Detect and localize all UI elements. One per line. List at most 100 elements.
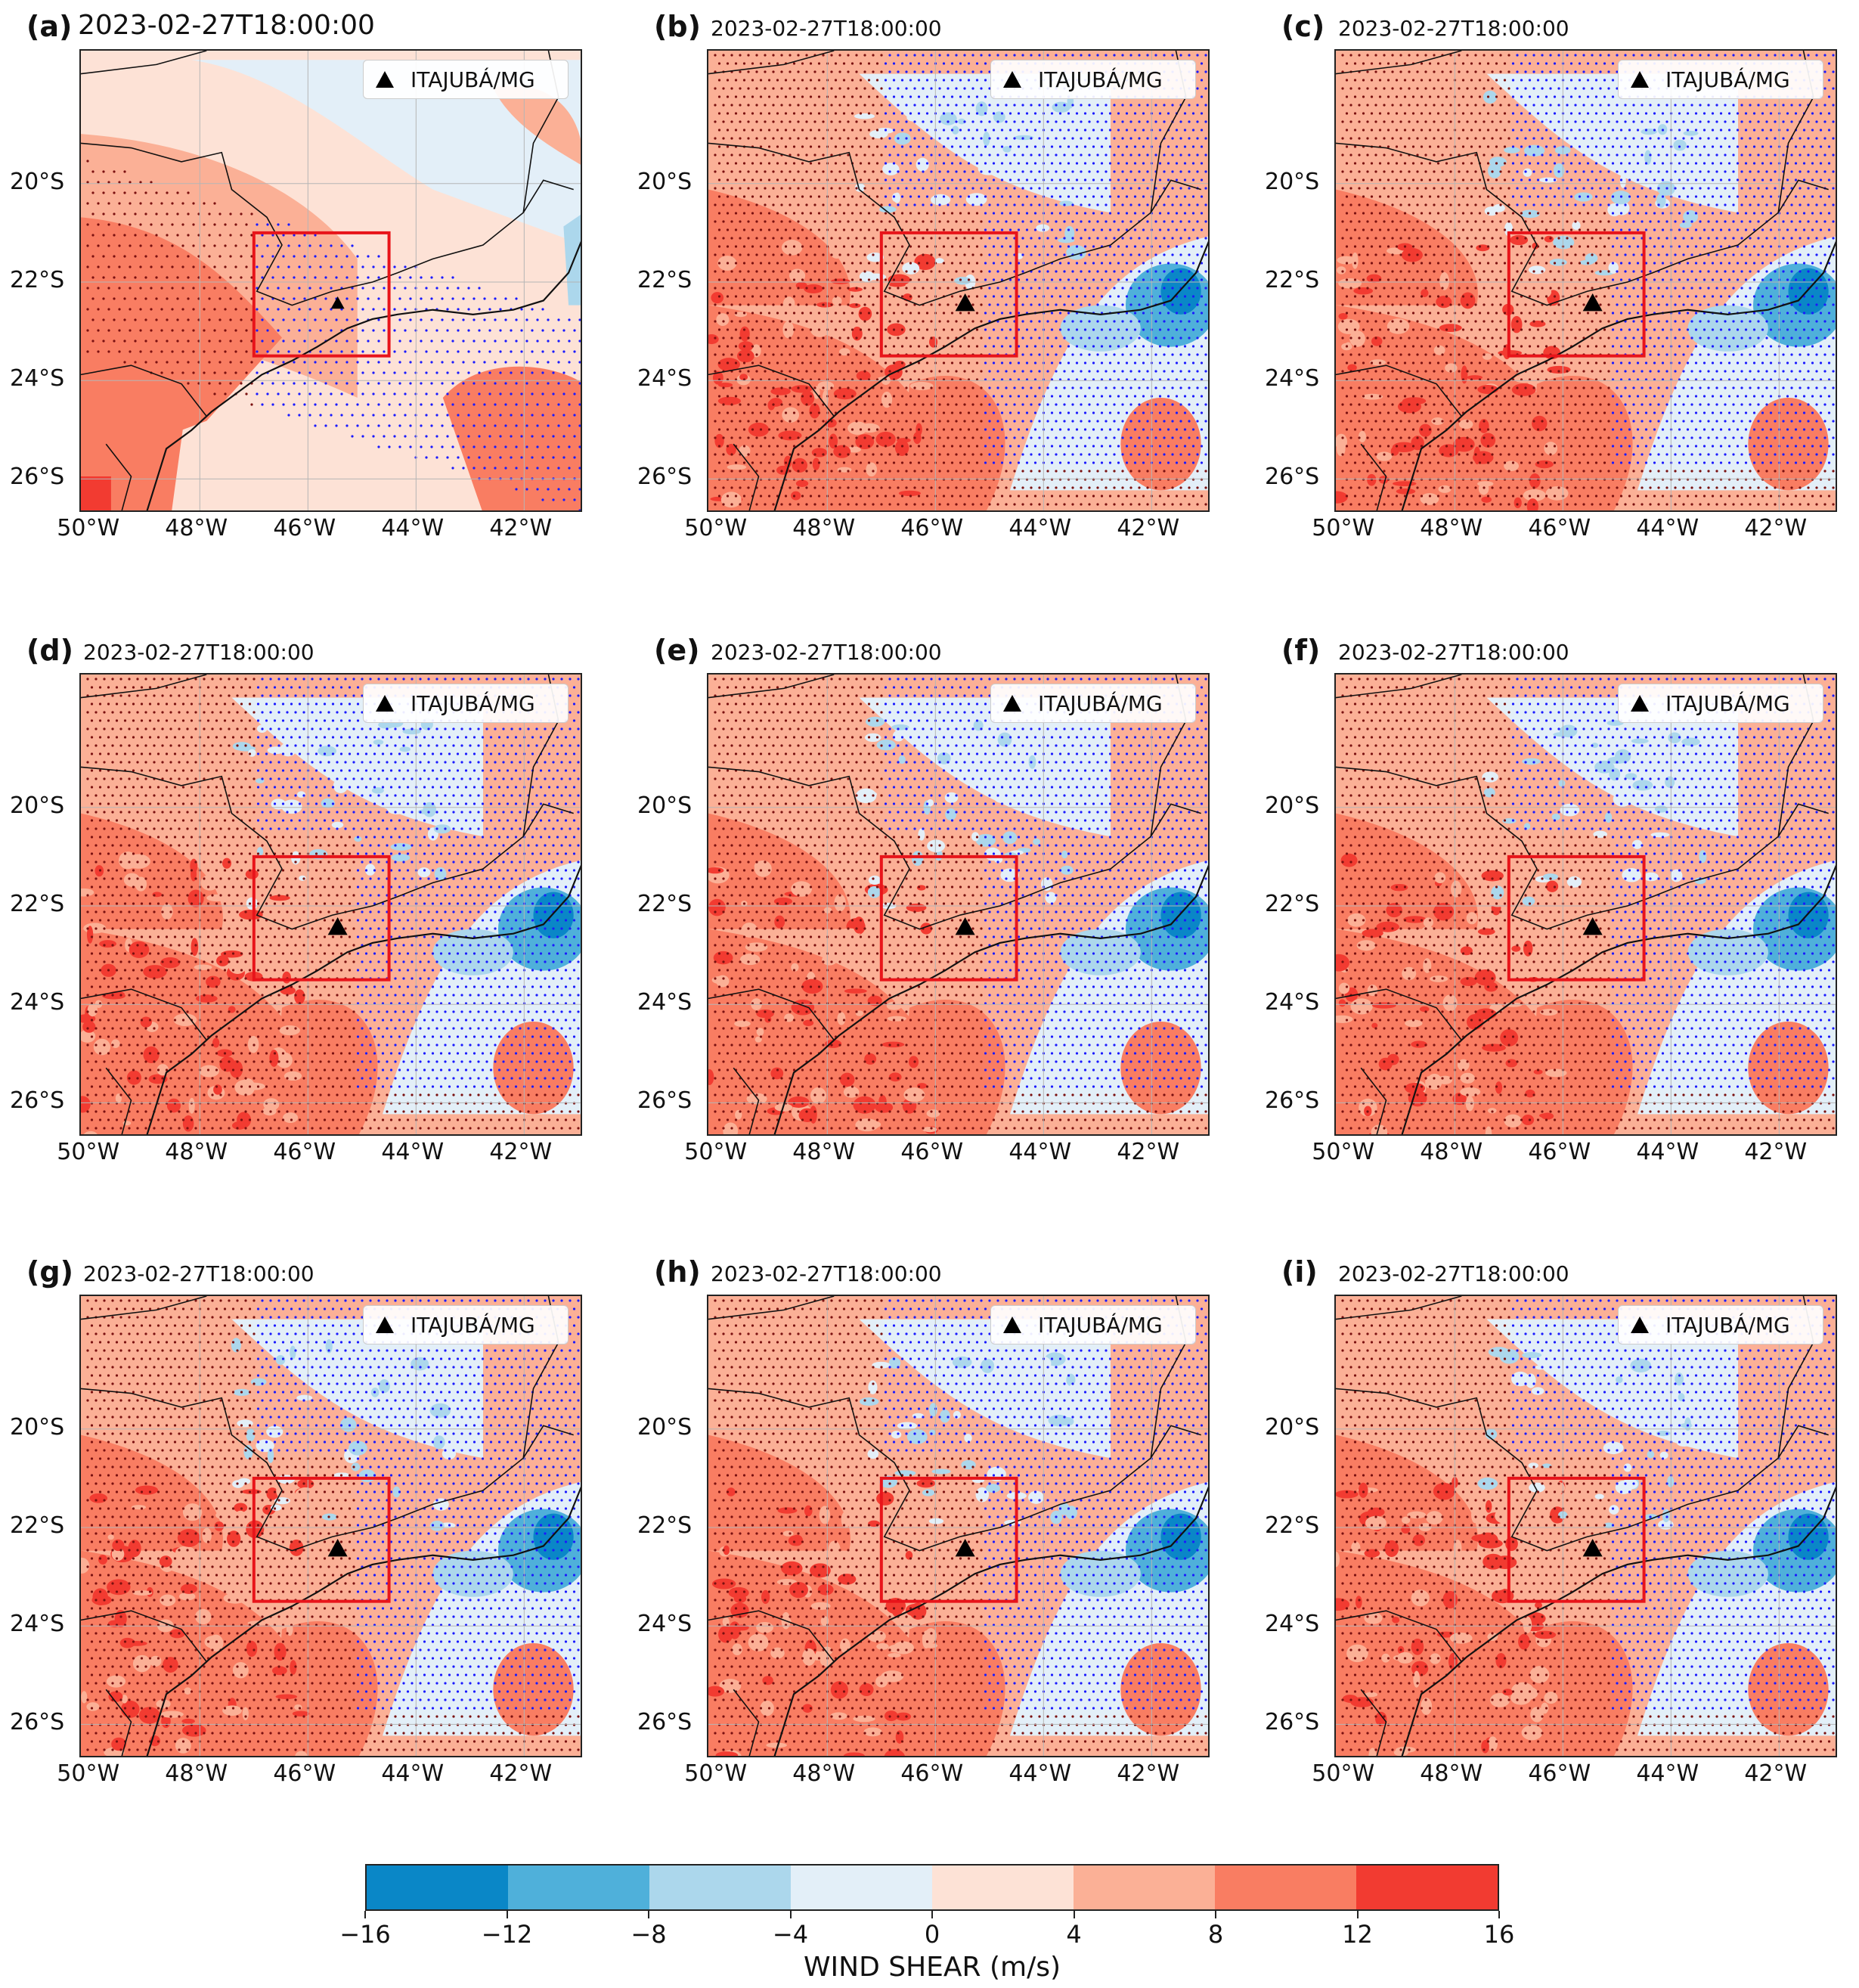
field-speckle xyxy=(1460,292,1476,309)
field-speckle xyxy=(872,1361,891,1369)
map-area xyxy=(1334,49,1837,512)
field-speckle xyxy=(844,988,867,994)
field-speckle xyxy=(1069,1382,1081,1395)
field-speckle xyxy=(1479,419,1489,433)
field-speckle xyxy=(1033,838,1041,845)
field-speckle xyxy=(1544,235,1554,243)
field-speckle xyxy=(993,111,1005,123)
map-area xyxy=(79,49,582,512)
field-speckle xyxy=(876,1491,894,1506)
field-speckle xyxy=(98,1554,108,1565)
station-triangle-marker xyxy=(1582,916,1603,935)
field-contour xyxy=(1687,1550,1768,1597)
field-speckle xyxy=(958,118,966,125)
field-contour xyxy=(900,1621,1005,1756)
field-speckle xyxy=(951,126,959,135)
colorbar-tick-label: 16 xyxy=(1484,1920,1515,1949)
state-border xyxy=(1336,766,1829,930)
field-speckle xyxy=(863,1727,882,1737)
field-speckle xyxy=(1420,493,1439,505)
field-speckle xyxy=(859,1534,867,1547)
field-speckle xyxy=(831,278,850,284)
field-speckle xyxy=(733,1594,747,1604)
colorbar-tick-mark xyxy=(506,1911,508,1918)
station-triangle-marker xyxy=(330,296,345,309)
field-speckle xyxy=(1477,385,1498,395)
field-speckle xyxy=(791,881,813,897)
triangle-marker-icon xyxy=(1003,1317,1021,1333)
field-speckle xyxy=(1545,329,1559,337)
field-speckle xyxy=(817,381,835,391)
field-speckle xyxy=(887,1016,906,1022)
field-contour xyxy=(1120,1022,1201,1115)
field-speckle xyxy=(1347,913,1366,927)
field-speckle xyxy=(782,321,795,339)
field-speckle xyxy=(173,1013,197,1026)
field-speckle xyxy=(1014,135,1034,141)
field-speckle xyxy=(200,874,219,891)
field-speckle xyxy=(944,792,959,803)
field-speckle xyxy=(1544,1692,1558,1704)
field-speckle xyxy=(1522,758,1541,765)
state-border xyxy=(1360,1689,1387,1756)
state-border xyxy=(1360,1067,1387,1134)
field-speckle xyxy=(792,457,808,473)
field-contour xyxy=(1486,1319,1738,1459)
field-speckle xyxy=(906,113,919,122)
lat-tick-label: 20°S xyxy=(1265,1414,1319,1441)
field-speckle xyxy=(210,942,224,954)
field-speckle xyxy=(1376,921,1399,932)
field-speckle xyxy=(1421,1698,1433,1715)
field-speckle xyxy=(717,358,740,371)
state-border xyxy=(708,1296,835,1320)
colorbar-tick-mark xyxy=(1498,1911,1500,1918)
lat-tick-label: 24°S xyxy=(1265,1611,1319,1637)
field-speckle xyxy=(1473,446,1481,465)
field-speckle xyxy=(875,1102,894,1113)
coastline xyxy=(1401,240,1836,510)
field-speckle xyxy=(745,942,768,952)
state-border xyxy=(1336,364,1462,417)
field-contour xyxy=(708,813,850,929)
field-speckle xyxy=(1579,259,1594,265)
field-speckle xyxy=(1594,1340,1604,1354)
field-speckle xyxy=(1411,1638,1424,1655)
field-speckle xyxy=(1619,174,1626,188)
field-speckle xyxy=(296,1394,313,1401)
field-speckle xyxy=(1491,261,1507,278)
field-speckle xyxy=(1353,287,1374,295)
field-speckle xyxy=(1371,336,1383,346)
field-speckle xyxy=(1356,940,1376,951)
field-speckle xyxy=(863,963,888,977)
field-speckle xyxy=(810,1087,827,1104)
triangle-marker-icon xyxy=(1631,1317,1649,1333)
field-speckle xyxy=(770,387,791,395)
field-speckle xyxy=(106,1675,126,1688)
field-contour xyxy=(1060,305,1141,352)
field-speckle xyxy=(1559,724,1578,738)
field-speckle xyxy=(1358,430,1366,443)
field-speckle xyxy=(1546,880,1559,892)
field-speckle xyxy=(964,1434,972,1443)
field-speckle xyxy=(1420,926,1436,942)
field-speckle xyxy=(1631,839,1643,849)
field-speckle xyxy=(1036,224,1050,232)
field-speckle xyxy=(906,903,927,912)
field-speckle xyxy=(267,1448,274,1463)
field-speckle xyxy=(128,1540,141,1558)
field-speckle xyxy=(1477,481,1494,487)
field-speckle xyxy=(788,1096,810,1108)
panel-letter: (c) xyxy=(1281,10,1325,43)
field-speckle xyxy=(1499,1348,1520,1364)
state-border xyxy=(105,1067,132,1134)
field-speckle xyxy=(924,1602,943,1608)
field-speckle xyxy=(888,1652,901,1658)
field-speckle xyxy=(1045,892,1057,904)
panel-timestamp: 2023-02-27T18:00:00 xyxy=(78,10,375,41)
field-speckle xyxy=(177,1529,200,1547)
field-speckle xyxy=(817,1583,834,1596)
field-speckle xyxy=(1482,771,1499,783)
field-speckle xyxy=(87,1003,98,1017)
gridlines xyxy=(81,1296,581,1756)
field-speckle xyxy=(708,898,726,916)
